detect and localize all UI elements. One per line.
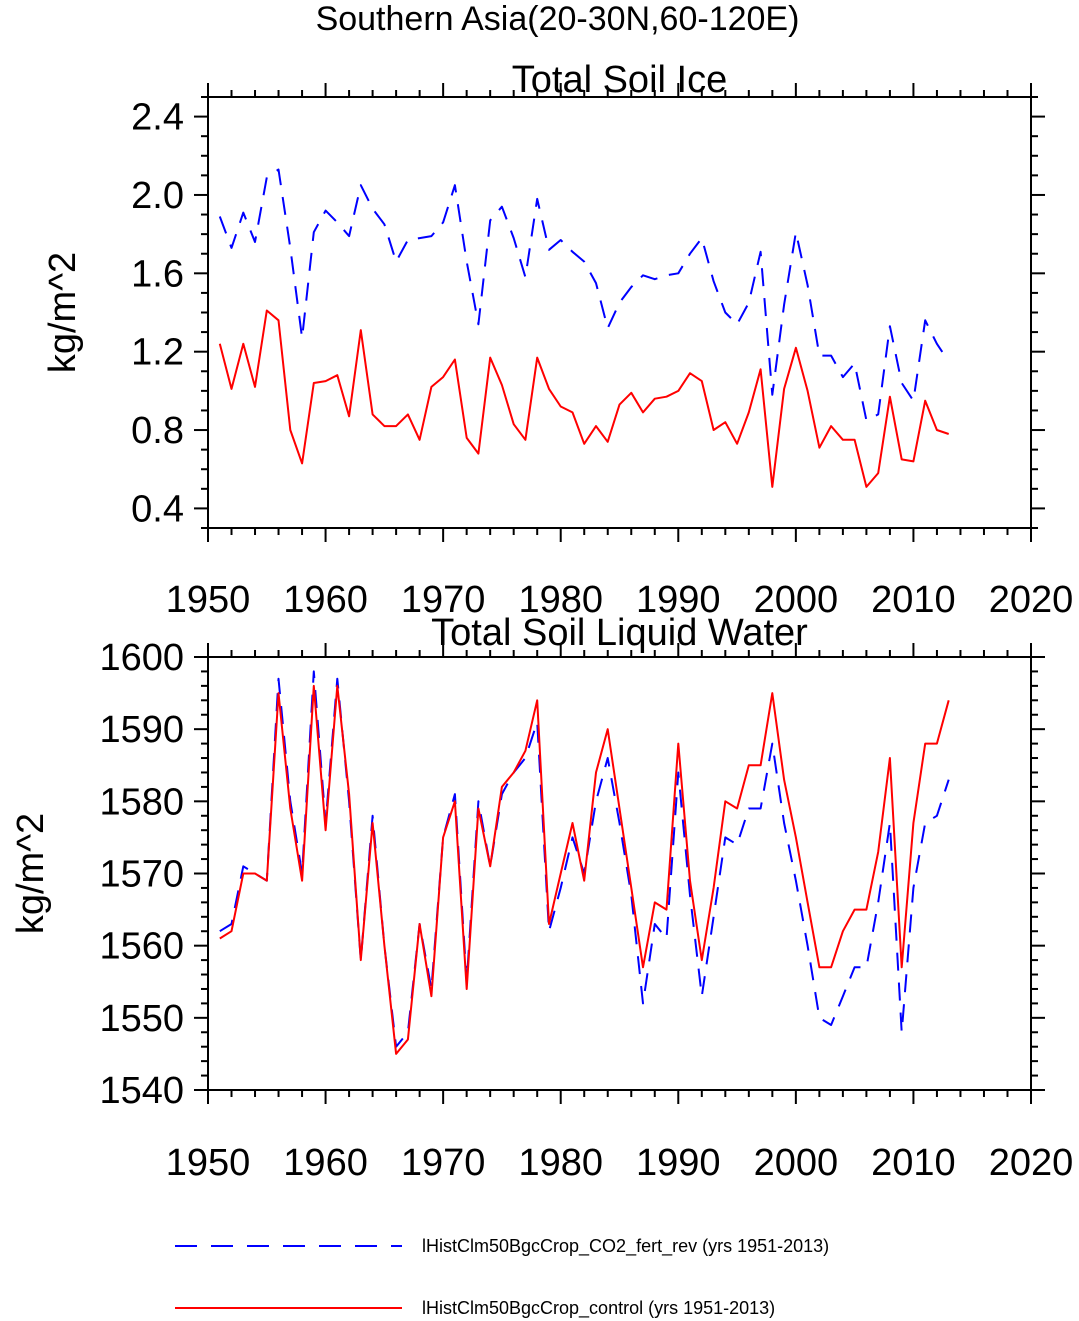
plot-frame (207, 96, 1032, 529)
x-tick-label: 1960 (283, 1142, 368, 1184)
x-tick-label: 1980 (518, 1142, 603, 1184)
x-tick-label: 2020 (989, 579, 1074, 621)
x-tick-label: 1990 (636, 1142, 721, 1184)
x-tick-label: 2000 (754, 579, 839, 621)
x-tick-label: 1980 (518, 579, 603, 621)
y-tick-label: 1580 (99, 781, 184, 823)
plot-frame (207, 656, 1032, 1091)
legend: lHistClm50BgcCrop_CO2_fert_rev (yrs 1951… (175, 1236, 829, 1319)
x-tick-label: 1970 (401, 1142, 486, 1184)
legend-label-control: lHistClm50BgcCrop_control (yrs 1951-2013… (422, 1298, 775, 1319)
y-tick-label: 2.4 (131, 97, 184, 139)
x-tick-label: 2000 (754, 1142, 839, 1184)
chart-title: Total Soil Ice (512, 59, 727, 101)
x-tick-label: 1960 (283, 579, 368, 621)
y-tick-label: 1590 (99, 709, 184, 751)
series-line-control (219, 684, 950, 1055)
x-tick-label: 2010 (871, 1142, 956, 1184)
y-tick-label: 1550 (99, 998, 184, 1040)
x-tick-label: 2020 (989, 1142, 1074, 1184)
x-tick-label: 2010 (871, 579, 956, 621)
y-tick-label: 1.2 (131, 332, 184, 374)
series-line-co2-fert-rev (219, 670, 950, 1048)
y-tick-label: 1.6 (131, 253, 184, 295)
y-tick-label: 1540 (99, 1070, 184, 1112)
y-tick-label: 0.8 (131, 410, 184, 452)
series-line-co2-fert-rev (218, 168, 950, 422)
chart-title: Total Soil Liquid Water (431, 612, 808, 654)
y-tick-label: 1570 (99, 854, 184, 896)
y-axis-label: kg/m^2 (10, 813, 52, 934)
y-tick-label: 2.0 (131, 175, 184, 217)
x-tick-label: 1950 (166, 579, 251, 621)
y-tick-label: 1600 (99, 637, 184, 679)
panel-total-soil-ice: Total Soil Ice 1950 1960 1970 1980 1990 2000 20… (42, 59, 1073, 621)
y-axis-label: kg/m^2 (42, 252, 84, 373)
x-tick-label: 1990 (636, 579, 721, 621)
figure-title: Southern Asia(20-30N,60-120E) (315, 0, 800, 38)
panel-total-soil-liquid-water: Total Soil Liquid Water 1950 1960 1970 1980 1… (10, 612, 1073, 1184)
series-line-control (218, 309, 950, 488)
x-tick-label: 1950 (166, 1142, 251, 1184)
y-tick-label: 1560 (99, 926, 184, 968)
y-tick-label: 0.4 (131, 488, 184, 530)
x-tick-label: 1970 (401, 579, 486, 621)
legend-label-co2-fert-rev: lHistClm50BgcCrop_CO2_fert_rev (yrs 1951… (422, 1236, 829, 1257)
